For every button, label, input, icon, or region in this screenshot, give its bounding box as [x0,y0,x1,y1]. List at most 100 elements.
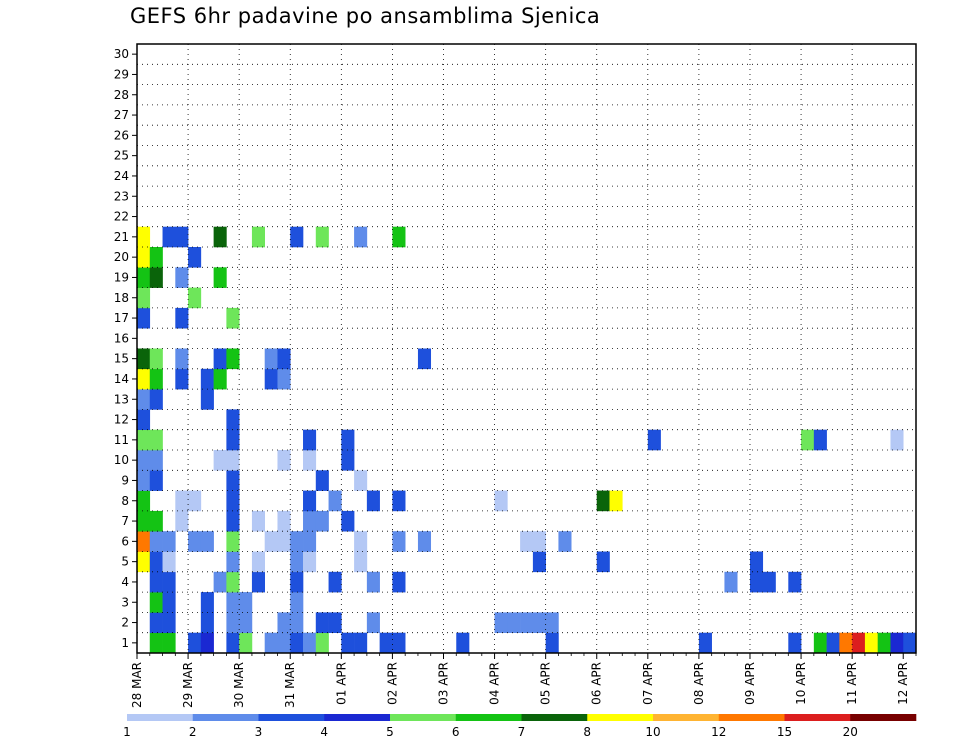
colorbar-label: 20 [843,725,858,739]
heatmap-cell [149,429,163,451]
heatmap-cell [213,267,227,288]
x-tick-label: 30 MAR [232,662,246,708]
heatmap-cell [788,571,802,593]
heatmap-cell [545,632,559,654]
heatmap-cell [226,470,240,491]
heatmap-cell [175,490,189,512]
heatmap-cell [277,612,291,633]
heatmap-cell [149,612,163,633]
heatmap-cell [213,450,227,471]
heatmap-cell [545,612,559,633]
heatmap-cell [494,490,508,512]
heatmap-cell [864,632,878,654]
y-tick-label: 5 [121,555,129,569]
heatmap-cell [341,450,355,471]
heatmap-cell [137,287,151,309]
heatmap-cell [226,490,240,512]
heatmap-cell [315,612,329,633]
y-tick-label: 28 [114,88,129,102]
heatmap-cell [392,490,406,512]
y-tick-label: 8 [121,494,129,508]
heatmap-cell [520,531,534,552]
x-tick-label: 08 APR [692,662,706,705]
x-tick-label: 02 APR [385,662,399,705]
x-tick-label: 31 MAR [283,662,297,708]
heatmap-cell [290,551,304,573]
heatmap-cell [200,389,214,410]
heatmap-cell [328,612,342,633]
heatmap-cell [239,592,253,613]
heatmap-cell [226,551,240,573]
heatmap-cell [315,632,329,654]
y-tick-label: 10 [114,453,129,467]
heatmap-cell [354,551,368,573]
heatmap-cell [303,429,317,451]
y-tick-label: 1 [121,636,129,650]
y-tick-label: 7 [121,514,129,528]
y-tick-label: 4 [121,575,129,589]
heatmap-cell [175,226,189,248]
heatmap-cell [277,531,291,552]
colorbar-swatch [850,714,917,721]
heatmap-cell [532,551,546,573]
colorbar-swatch [587,714,654,721]
x-tick-label: 06 APR [590,662,604,705]
heatmap-cell [354,632,368,654]
heatmap-cell [149,368,163,390]
heatmap-cell [226,571,240,593]
y-tick-label: 24 [114,169,129,183]
x-tick-label: 11 APR [845,662,859,705]
heatmap-cell [175,267,189,288]
heatmap-cell [137,429,151,451]
x-tick-label: 03 APR [436,662,450,705]
heatmap-cell [264,531,278,552]
heatmap-cell [392,571,406,593]
heatmap-cell [354,470,368,491]
heatmap-cell [137,247,151,268]
heatmap-cell [315,226,329,248]
heatmap-cell [596,551,610,573]
heatmap-cell [213,571,227,593]
heatmap-cell [200,612,214,633]
colorbar-label: 10 [645,725,660,739]
y-tick-label: 14 [114,372,129,386]
heatmap-cell [303,510,317,532]
y-tick-label: 17 [114,311,129,325]
y-tick-label: 21 [114,230,129,244]
heatmap-cell [226,429,240,451]
heatmap-cell [315,510,329,532]
heatmap-cell [826,632,840,654]
y-tick-label: 18 [114,291,129,305]
heatmap-cell [852,632,866,654]
heatmap-cell [226,632,240,654]
heatmap-cell [354,226,368,248]
heatmap-cell [366,612,380,633]
y-tick-label: 19 [114,270,129,284]
plot-frame [136,43,917,654]
colorbar-swatch [390,714,457,721]
heatmap-cell [788,632,802,654]
colorbar-swatch [127,714,194,721]
heatmap-cell [277,368,291,390]
x-tick-label: 01 APR [334,662,348,705]
heatmap-cell [200,592,214,613]
heatmap-cell [379,632,393,654]
heatmap-cell [188,287,202,309]
colorbar-swatch [455,714,522,721]
heatmap-cell [890,632,904,654]
heatmap-cell [341,632,355,654]
y-tick-label: 9 [121,473,129,487]
heatmap-cell [162,632,176,654]
heatmap-cell [903,632,917,654]
heatmap-cell [417,348,432,370]
heatmap-cell [149,450,163,471]
heatmap-cell [277,450,291,471]
heatmap-cell [392,632,406,654]
heatmap-cell [226,409,240,430]
heatmap-cell [290,592,304,613]
colorbar-swatch [718,714,785,721]
heatmap-cell [226,510,240,532]
colorbar-swatch [192,714,259,721]
colorbar-label: 7 [518,725,526,739]
